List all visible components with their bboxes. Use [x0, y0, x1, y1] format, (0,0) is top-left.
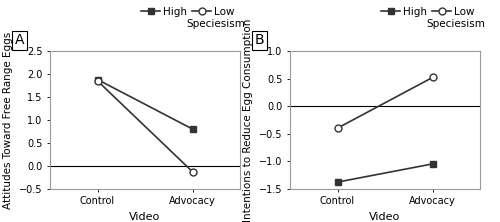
- Y-axis label: Intentions to Reduce Egg Consumption: Intentions to Reduce Egg Consumption: [244, 18, 254, 222]
- X-axis label: Video: Video: [130, 212, 160, 222]
- Text: Speciesism: Speciesism: [427, 19, 486, 29]
- X-axis label: Video: Video: [370, 212, 400, 222]
- Text: A: A: [15, 33, 24, 47]
- Y-axis label: Attitudes Toward Free Range Eggs: Attitudes Toward Free Range Eggs: [4, 31, 14, 208]
- Legend: High, Low: High, Low: [382, 7, 475, 17]
- Text: Speciesism: Speciesism: [187, 19, 246, 29]
- Legend: High, Low: High, Low: [142, 7, 235, 17]
- Text: B: B: [255, 33, 264, 47]
